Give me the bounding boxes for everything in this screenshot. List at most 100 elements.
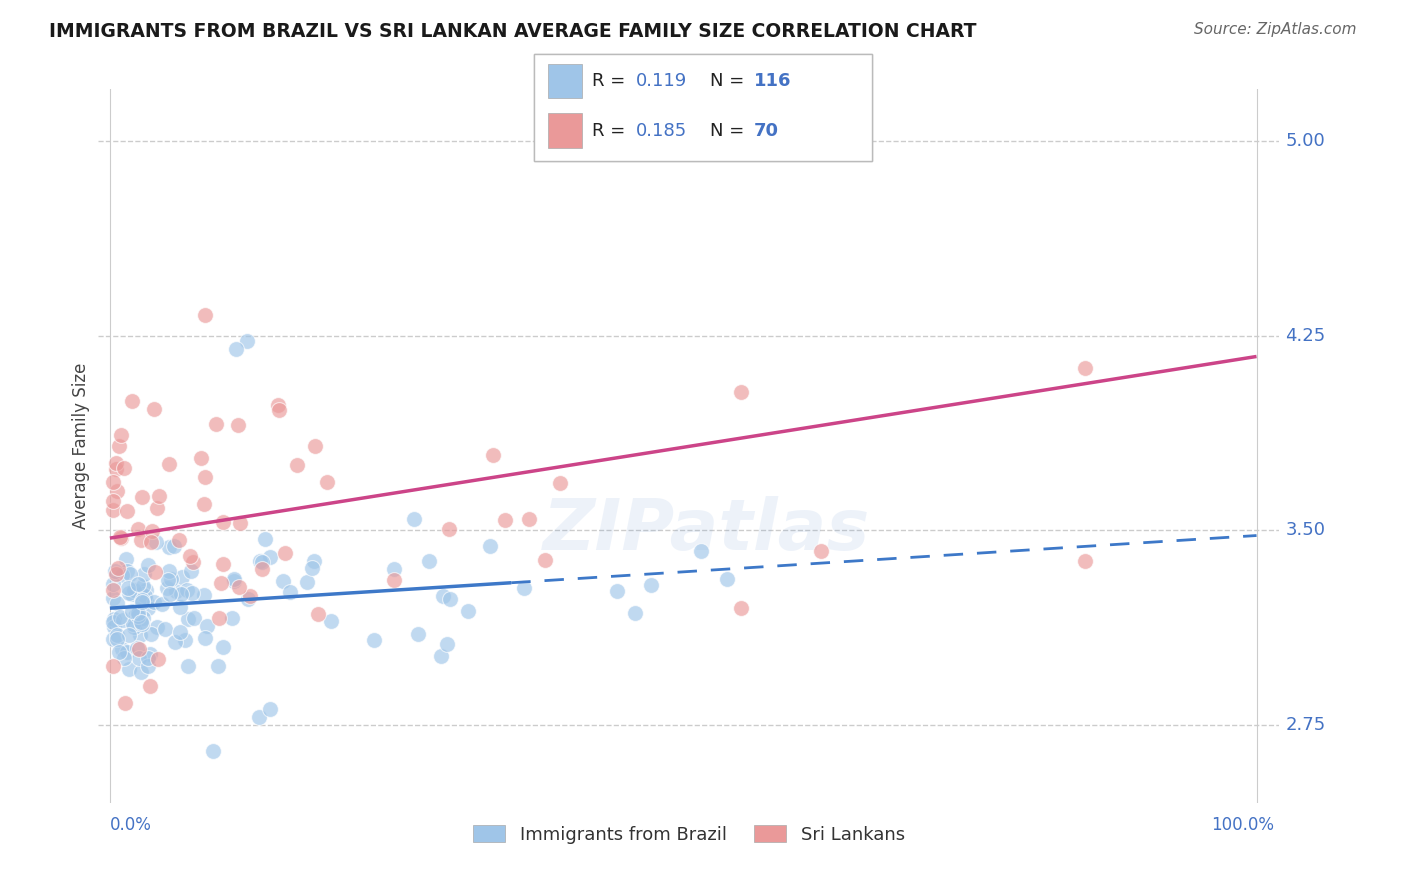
Point xyxy=(115,645,138,659)
Point xyxy=(304,554,326,568)
Point xyxy=(131,490,153,504)
Point xyxy=(129,665,152,679)
Point xyxy=(111,642,134,657)
Point xyxy=(121,587,143,601)
Point xyxy=(402,512,425,526)
Point xyxy=(382,562,405,576)
Point xyxy=(209,576,232,591)
Point xyxy=(181,556,204,570)
Point xyxy=(1073,554,1095,568)
Point xyxy=(222,574,245,589)
Point xyxy=(132,611,155,625)
Point xyxy=(114,696,136,710)
Point xyxy=(259,550,281,565)
Point xyxy=(105,628,128,642)
Point xyxy=(127,608,149,623)
Point xyxy=(108,609,131,624)
Point xyxy=(107,561,129,575)
Point xyxy=(110,531,132,545)
Point xyxy=(136,558,159,572)
Point xyxy=(226,417,249,432)
Point xyxy=(127,577,149,591)
Point xyxy=(810,544,832,558)
Point xyxy=(139,648,162,662)
Point xyxy=(136,601,159,615)
Point xyxy=(134,566,156,581)
Point xyxy=(278,584,301,599)
Point xyxy=(517,512,540,526)
Point xyxy=(139,535,162,549)
Point xyxy=(103,632,125,647)
Point xyxy=(304,440,326,454)
Point xyxy=(110,428,132,442)
Point xyxy=(150,598,173,612)
Point xyxy=(103,612,125,626)
Point xyxy=(1073,360,1095,375)
Point xyxy=(193,588,215,602)
Point xyxy=(363,633,385,648)
Point xyxy=(118,662,141,676)
Point xyxy=(228,516,250,530)
Point xyxy=(153,622,176,636)
Point xyxy=(202,744,225,758)
Point xyxy=(111,568,134,582)
Point xyxy=(157,458,180,472)
Point xyxy=(103,583,125,598)
Point xyxy=(285,458,308,472)
Point xyxy=(117,565,139,579)
Point xyxy=(267,398,290,412)
Point xyxy=(177,612,200,626)
Point xyxy=(142,595,165,609)
Point xyxy=(624,606,647,620)
Point xyxy=(129,533,152,547)
Point xyxy=(103,503,125,517)
Point xyxy=(121,604,143,618)
Text: R =: R = xyxy=(592,72,631,90)
Point xyxy=(179,549,201,563)
Point xyxy=(129,615,152,630)
Y-axis label: Average Family Size: Average Family Size xyxy=(72,363,90,529)
Point xyxy=(128,651,150,665)
Point xyxy=(212,516,235,530)
Point xyxy=(437,522,460,536)
Point xyxy=(107,632,129,647)
Point xyxy=(436,637,458,651)
Point xyxy=(167,533,190,547)
Point xyxy=(165,584,187,599)
Point xyxy=(135,582,157,597)
Point xyxy=(174,632,197,647)
Point xyxy=(163,539,186,553)
Point xyxy=(139,679,162,693)
Point xyxy=(205,417,228,431)
Point xyxy=(481,448,503,462)
Point xyxy=(145,535,167,549)
Text: N =: N = xyxy=(710,72,749,90)
Point xyxy=(105,483,128,498)
Point xyxy=(730,601,752,615)
Point xyxy=(513,581,536,595)
Point xyxy=(169,624,191,639)
Point xyxy=(121,394,143,409)
Text: IMMIGRANTS FROM BRAZIL VS SRI LANKAN AVERAGE FAMILY SIZE CORRELATION CHART: IMMIGRANTS FROM BRAZIL VS SRI LANKAN AVE… xyxy=(49,22,977,41)
Point xyxy=(105,596,128,610)
Point xyxy=(382,573,405,587)
Point xyxy=(122,582,145,597)
Point xyxy=(103,620,125,634)
Point xyxy=(316,475,339,489)
Text: 2.75: 2.75 xyxy=(1285,716,1326,734)
Point xyxy=(112,461,135,475)
Point xyxy=(271,574,294,589)
Point xyxy=(295,575,318,590)
Point xyxy=(157,540,180,554)
FancyBboxPatch shape xyxy=(548,113,582,148)
Point xyxy=(183,611,205,625)
Point xyxy=(127,606,149,620)
Point xyxy=(180,565,202,579)
Point xyxy=(249,554,271,568)
Point xyxy=(176,658,198,673)
Point xyxy=(135,593,157,607)
Text: 116: 116 xyxy=(754,72,792,90)
Point xyxy=(143,566,166,580)
Point xyxy=(716,572,738,586)
Point xyxy=(194,632,217,646)
